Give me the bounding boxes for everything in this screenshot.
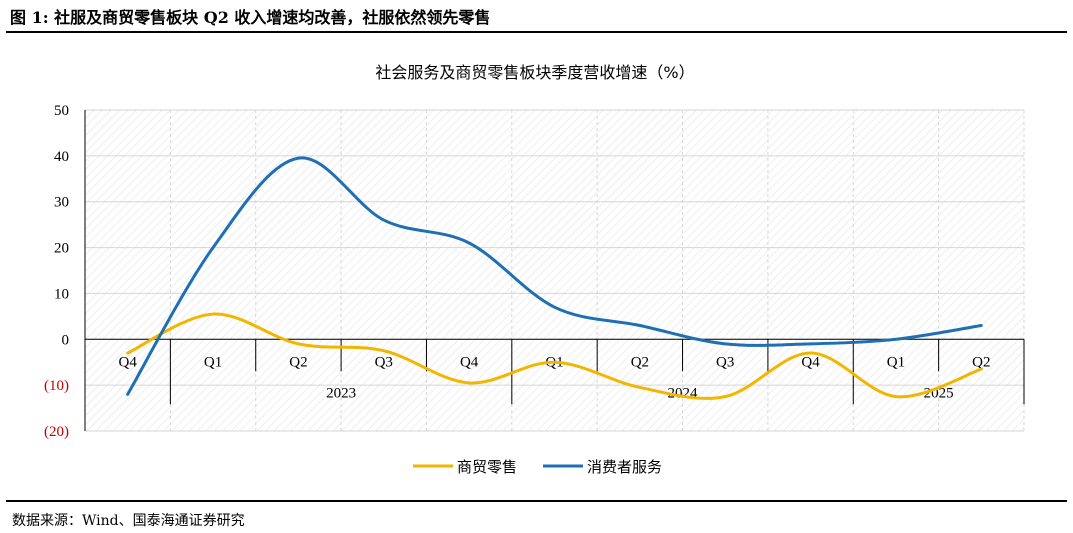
- x-tick-label: Q4: [460, 354, 479, 370]
- consumer-services-series-line: [126, 156, 983, 396]
- x-tick-label: Q2: [972, 354, 990, 370]
- legend-consumer-services-label: 消费者服务: [587, 458, 662, 476]
- x-tick-label: Q4: [119, 354, 138, 370]
- year-label: 2023: [326, 385, 356, 401]
- y-tick-label: 0: [62, 332, 70, 348]
- x-tick-label: Q1: [204, 354, 222, 370]
- y-tick-label: 40: [54, 149, 69, 165]
- y-tick-label: 10: [54, 286, 69, 302]
- x-tick-label: Q3: [375, 354, 393, 370]
- x-tick-label: Q4: [801, 354, 820, 370]
- source-note: 数据来源：Wind、国泰海通证券研究: [12, 513, 245, 529]
- legend-retail-label: 商贸零售: [457, 458, 517, 476]
- plot-area: [85, 110, 1024, 431]
- top-rule: [6, 31, 1067, 33]
- x-tick-label: Q2: [631, 354, 649, 370]
- x-tick-label: Q1: [887, 354, 905, 370]
- y-tick-label: 30: [54, 195, 69, 211]
- x-tick-label: Q3: [716, 354, 734, 370]
- retail-series-line: [126, 312, 983, 400]
- y-tick-label: (10): [44, 378, 69, 394]
- y-tick-label: 20: [54, 241, 69, 257]
- chart: 社会服务及商贸零售板块季度营收增速（%） 50 40 30 20 10 0 (10) (20)…: [44, 63, 1025, 476]
- bottom-rule: [6, 500, 1067, 502]
- figure-title: 图 1: 社服及商贸零售板块 Q2 收入增速均改善，社服依然领先零售: [10, 8, 491, 27]
- chart-title: 社会服务及商贸零售板块季度营收增速（%）: [375, 63, 694, 82]
- y-tick-label: (20): [44, 424, 69, 440]
- x-tick-label: Q2: [289, 354, 307, 370]
- y-tick-label: 50: [54, 103, 69, 119]
